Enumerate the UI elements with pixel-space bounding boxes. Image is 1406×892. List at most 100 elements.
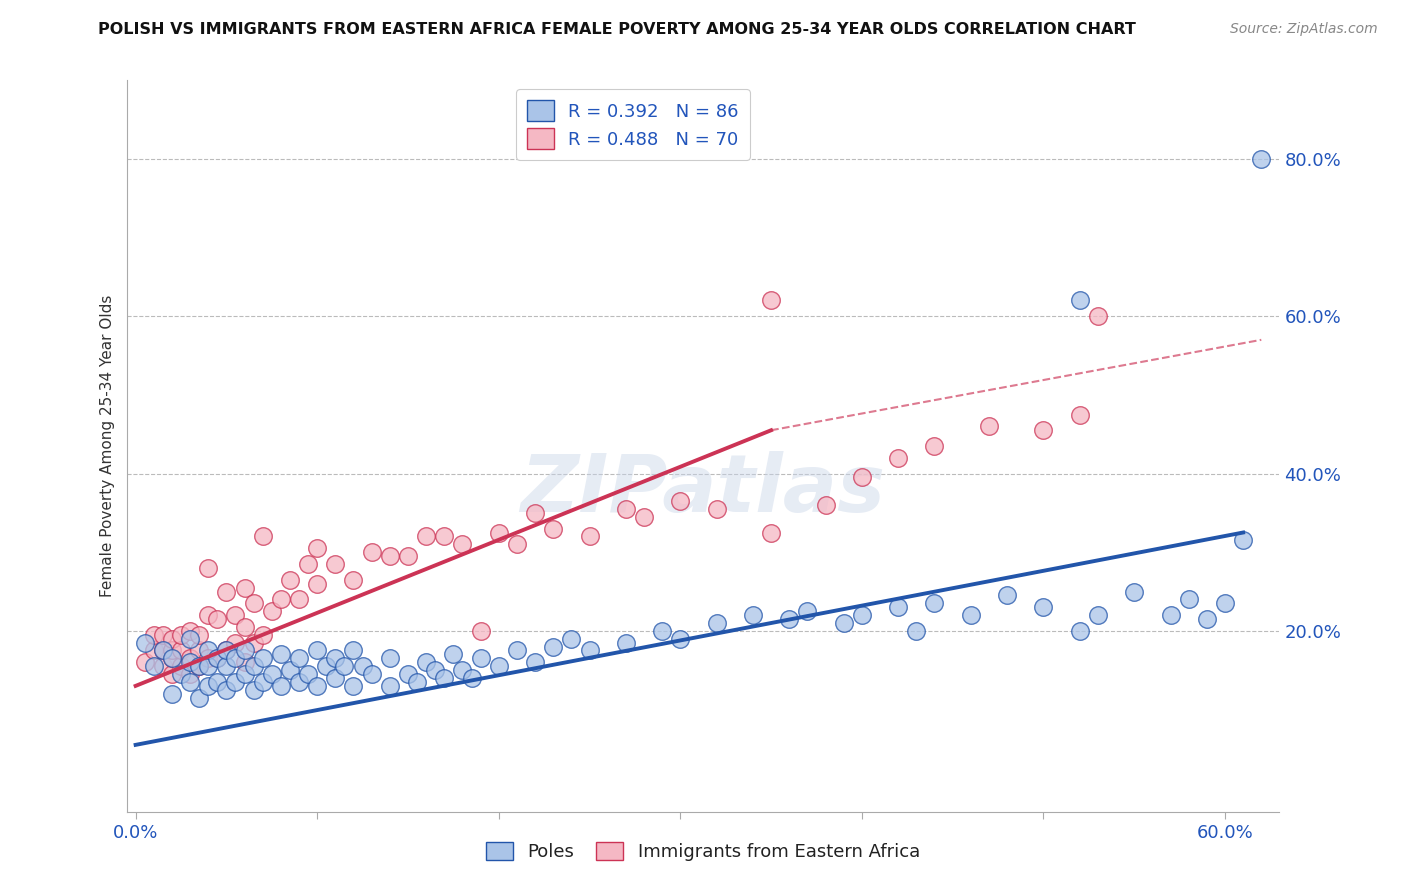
Point bbox=[541, 522, 564, 536]
Point bbox=[188, 659, 211, 673]
Point bbox=[224, 675, 246, 690]
Point bbox=[905, 624, 928, 638]
Point bbox=[706, 502, 728, 516]
Point bbox=[433, 671, 456, 685]
Point bbox=[307, 643, 329, 657]
Point bbox=[207, 612, 229, 626]
Point bbox=[160, 687, 183, 701]
Point bbox=[614, 635, 637, 649]
Point bbox=[342, 573, 364, 587]
Point bbox=[406, 675, 429, 690]
Point bbox=[1087, 310, 1109, 324]
Point bbox=[342, 679, 364, 693]
Point bbox=[506, 643, 529, 657]
Point bbox=[179, 624, 201, 638]
Point bbox=[378, 651, 401, 665]
Point bbox=[224, 635, 246, 649]
Point bbox=[1123, 584, 1146, 599]
Point bbox=[252, 628, 274, 642]
Point bbox=[325, 651, 347, 665]
Point bbox=[1250, 152, 1272, 166]
Point bbox=[524, 506, 547, 520]
Point bbox=[415, 655, 437, 669]
Point bbox=[197, 651, 219, 665]
Point bbox=[759, 525, 782, 540]
Point bbox=[832, 615, 855, 630]
Point bbox=[170, 643, 193, 657]
Point bbox=[669, 632, 692, 646]
Point bbox=[270, 592, 292, 607]
Point bbox=[633, 509, 655, 524]
Point bbox=[197, 561, 219, 575]
Point bbox=[160, 643, 183, 657]
Point bbox=[1032, 600, 1054, 615]
Point bbox=[1069, 624, 1091, 638]
Point bbox=[506, 537, 529, 551]
Point bbox=[152, 643, 174, 657]
Point bbox=[297, 667, 319, 681]
Point bbox=[378, 549, 401, 563]
Point bbox=[242, 596, 264, 610]
Point bbox=[224, 608, 246, 623]
Point bbox=[342, 643, 364, 657]
Y-axis label: Female Poverty Among 25-34 Year Olds: Female Poverty Among 25-34 Year Olds bbox=[100, 295, 115, 597]
Point bbox=[887, 600, 910, 615]
Point bbox=[160, 632, 183, 646]
Point bbox=[142, 628, 165, 642]
Point bbox=[278, 573, 301, 587]
Point bbox=[188, 690, 211, 705]
Point bbox=[134, 655, 156, 669]
Point bbox=[260, 604, 283, 618]
Point bbox=[215, 643, 238, 657]
Point bbox=[160, 651, 183, 665]
Point bbox=[188, 643, 211, 657]
Point bbox=[233, 667, 256, 681]
Point bbox=[207, 651, 229, 665]
Point bbox=[179, 632, 201, 646]
Point bbox=[451, 537, 474, 551]
Point bbox=[307, 541, 329, 556]
Point bbox=[242, 635, 264, 649]
Point bbox=[706, 615, 728, 630]
Point bbox=[252, 651, 274, 665]
Point bbox=[288, 675, 311, 690]
Point bbox=[814, 498, 837, 512]
Point bbox=[396, 549, 419, 563]
Point bbox=[614, 502, 637, 516]
Point bbox=[233, 620, 256, 634]
Point bbox=[488, 525, 510, 540]
Point bbox=[224, 651, 246, 665]
Point bbox=[152, 628, 174, 642]
Point bbox=[207, 651, 229, 665]
Point bbox=[134, 635, 156, 649]
Point bbox=[959, 608, 981, 623]
Point bbox=[170, 628, 193, 642]
Point bbox=[488, 659, 510, 673]
Point bbox=[1087, 608, 1109, 623]
Point bbox=[188, 628, 211, 642]
Point bbox=[541, 640, 564, 654]
Point bbox=[995, 589, 1018, 603]
Point bbox=[278, 663, 301, 677]
Point bbox=[288, 592, 311, 607]
Point bbox=[460, 671, 482, 685]
Point bbox=[233, 643, 256, 657]
Point bbox=[441, 648, 464, 662]
Point bbox=[142, 659, 165, 673]
Point bbox=[796, 604, 818, 618]
Point bbox=[396, 667, 419, 681]
Point bbox=[759, 293, 782, 308]
Point bbox=[215, 659, 238, 673]
Point bbox=[315, 659, 337, 673]
Point bbox=[142, 643, 165, 657]
Point bbox=[270, 648, 292, 662]
Point bbox=[1160, 608, 1182, 623]
Point bbox=[197, 659, 219, 673]
Text: ZIPatlas: ZIPatlas bbox=[520, 450, 886, 529]
Point bbox=[307, 679, 329, 693]
Point bbox=[924, 439, 946, 453]
Point bbox=[270, 679, 292, 693]
Point bbox=[360, 545, 382, 559]
Point bbox=[778, 612, 800, 626]
Point bbox=[851, 608, 873, 623]
